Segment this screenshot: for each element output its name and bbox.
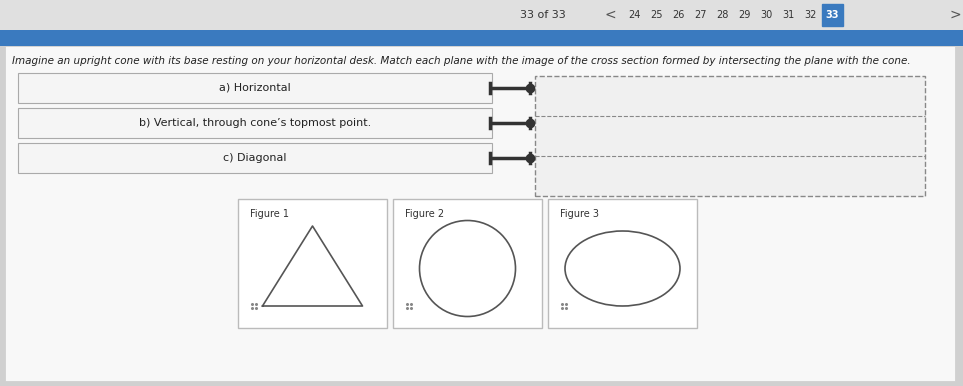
Text: >: > bbox=[950, 8, 961, 22]
Text: Imagine an upright cone with its base resting on your horizontal desk. Match eac: Imagine an upright cone with its base re… bbox=[12, 56, 911, 66]
FancyBboxPatch shape bbox=[18, 108, 492, 138]
Text: 29: 29 bbox=[739, 10, 751, 20]
FancyBboxPatch shape bbox=[822, 4, 843, 26]
Text: Figure 2: Figure 2 bbox=[405, 209, 444, 219]
Text: 27: 27 bbox=[694, 10, 707, 20]
Text: 28: 28 bbox=[716, 10, 729, 20]
FancyBboxPatch shape bbox=[5, 46, 955, 381]
Text: Figure 3: Figure 3 bbox=[560, 209, 599, 219]
FancyBboxPatch shape bbox=[238, 199, 387, 328]
FancyBboxPatch shape bbox=[0, 0, 963, 30]
Text: <: < bbox=[604, 8, 615, 22]
FancyBboxPatch shape bbox=[0, 30, 963, 46]
FancyBboxPatch shape bbox=[548, 199, 697, 328]
FancyBboxPatch shape bbox=[18, 143, 492, 173]
Text: 31: 31 bbox=[782, 10, 794, 20]
Text: 26: 26 bbox=[672, 10, 685, 20]
Text: 33: 33 bbox=[825, 10, 839, 20]
Text: Figure 1: Figure 1 bbox=[250, 209, 289, 219]
FancyBboxPatch shape bbox=[18, 73, 492, 103]
Text: 30: 30 bbox=[761, 10, 772, 20]
Text: 24: 24 bbox=[628, 10, 640, 20]
Text: a) Horizontal: a) Horizontal bbox=[220, 83, 291, 93]
Text: b) Vertical, through cone’s topmost point.: b) Vertical, through cone’s topmost poin… bbox=[139, 118, 371, 128]
Text: c) Diagonal: c) Diagonal bbox=[223, 153, 287, 163]
Text: 32: 32 bbox=[804, 10, 817, 20]
Text: 33 of 33: 33 of 33 bbox=[520, 10, 566, 20]
FancyBboxPatch shape bbox=[393, 199, 542, 328]
Text: 25: 25 bbox=[650, 10, 663, 20]
FancyBboxPatch shape bbox=[535, 76, 925, 196]
FancyBboxPatch shape bbox=[0, 0, 963, 30]
